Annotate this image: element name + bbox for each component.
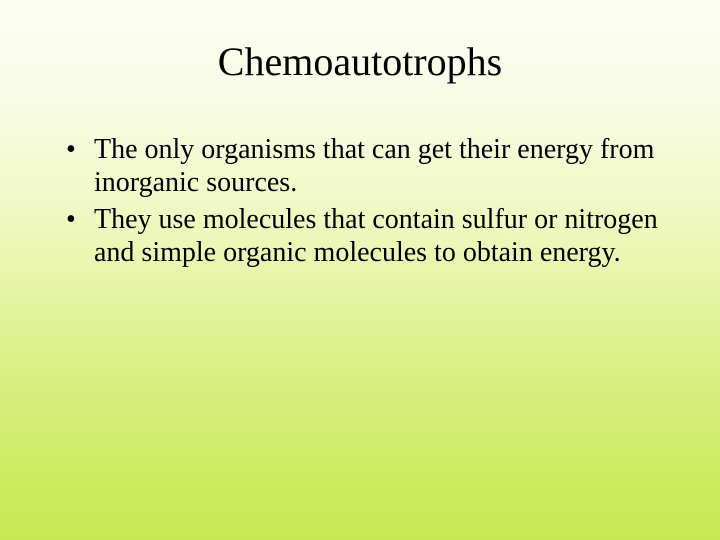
list-item: The only organisms that can get their en… xyxy=(58,133,662,199)
list-item: They use molecules that contain sulfur o… xyxy=(58,203,662,269)
slide: Chemoautotrophs The only organisms that … xyxy=(0,0,720,540)
slide-body: The only organisms that can get their en… xyxy=(0,85,720,269)
bullet-list: The only organisms that can get their en… xyxy=(58,133,662,269)
slide-title: Chemoautotrophs xyxy=(0,0,720,85)
